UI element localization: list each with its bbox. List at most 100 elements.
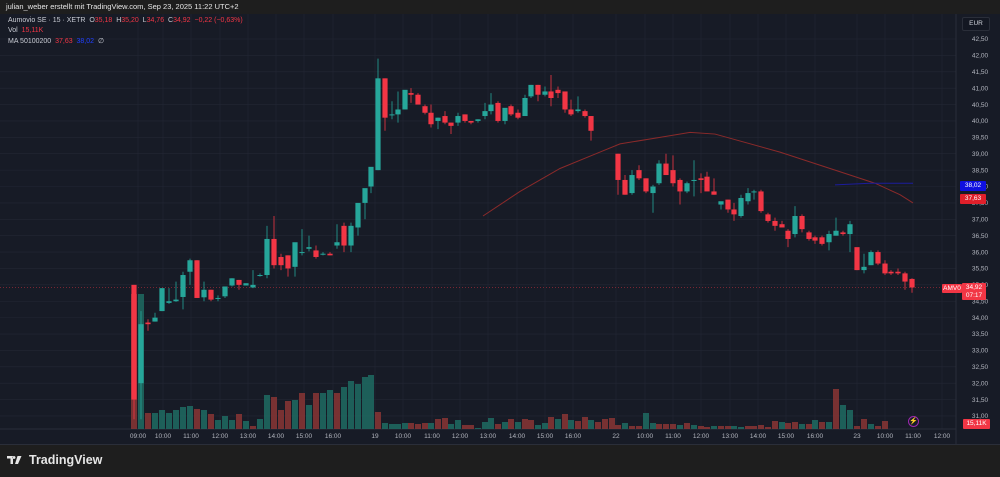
candle-body	[868, 252, 874, 266]
time-tick-label: 11:00	[905, 433, 921, 440]
time-tick-label: 16:00	[565, 433, 582, 440]
candle-body	[362, 188, 368, 203]
last-price-tag: 34,92 07:17	[962, 283, 986, 300]
volume-bar	[382, 423, 388, 429]
volume-bar	[362, 377, 368, 429]
price-tick-label: 40,00	[972, 118, 989, 125]
candle-body	[382, 78, 388, 118]
candle-body	[278, 256, 284, 266]
volume-bar	[745, 426, 751, 429]
time-tick-label: 23	[853, 433, 861, 440]
candle-body	[475, 119, 481, 121]
time-tick-label: 12:00	[693, 433, 710, 440]
ma200-price-tag: 38,02	[960, 181, 986, 191]
symbol-tag: AMV0	[942, 284, 962, 293]
volume-bar	[595, 422, 601, 429]
candle-body	[731, 209, 737, 215]
tradingview-logo[interactable]: TradingView	[7, 453, 102, 467]
volume-bar	[180, 407, 186, 429]
candle-body	[562, 91, 568, 110]
candle-body	[765, 214, 771, 221]
volume-bar	[792, 422, 798, 429]
volume-bar	[515, 422, 521, 429]
candle-body	[718, 201, 724, 205]
candle-body	[236, 279, 242, 285]
volume-bar	[187, 406, 193, 429]
candle-body	[847, 224, 853, 235]
high-value: 35,20	[121, 17, 139, 24]
time-tick-label: 13:00	[722, 433, 739, 440]
price-tick-label: 36,50	[972, 233, 989, 240]
ma100-value: 37,63	[55, 38, 73, 45]
candle-body	[677, 179, 683, 192]
price-tick-label: 31,50	[972, 397, 989, 404]
price-tick-label: 31,00	[972, 413, 989, 420]
close-value: 34,92	[173, 17, 191, 24]
volume-bar	[779, 422, 785, 429]
volume-legend[interactable]: Vol 15,11K	[8, 27, 43, 34]
candle-body	[819, 237, 825, 244]
chart-canvas[interactable]: 42,50 42,00 41,50 41,00 40,50 40,00 39,50 39,00…	[0, 14, 1000, 444]
candle-body	[389, 114, 395, 116]
volume-bar	[468, 425, 474, 429]
price-tick-label: 42,50	[972, 36, 989, 43]
volume-bar	[833, 389, 839, 429]
lightning-icon[interactable]: ⚡	[908, 416, 919, 427]
price-tick-label: 41,50	[972, 69, 989, 76]
volume-bar	[582, 417, 588, 429]
candle-body	[299, 252, 305, 254]
volume-bar	[622, 423, 628, 429]
candle-body	[138, 324, 144, 384]
candle-body	[909, 278, 915, 288]
ma-legend[interactable]: MA 50100200 37,63 38,02 ∅	[8, 37, 104, 45]
candle-body	[528, 84, 534, 97]
candle-body	[264, 238, 270, 276]
candle-body	[542, 91, 548, 95]
volume-bar	[229, 420, 235, 429]
price-tick-label: 40,50	[972, 102, 989, 109]
volume-bar	[415, 424, 421, 429]
volume-bar	[826, 422, 832, 429]
candle-body	[408, 93, 414, 95]
candle-body	[348, 225, 354, 246]
open-label: O	[89, 17, 95, 24]
candle-body	[229, 278, 235, 286]
time-tick-label: 09:00	[130, 433, 147, 440]
volume-bar	[488, 418, 494, 429]
candle-body	[285, 255, 291, 269]
price-chart[interactable]: 42,50 42,00 41,50 41,00 40,50 40,00 39,50 39,00…	[0, 14, 1000, 445]
candle-body	[243, 283, 249, 286]
volume-bar	[368, 375, 374, 429]
chart-attribution-bar: julian_weber erstellt mit TradingView.co…	[0, 0, 1000, 14]
time-tick-label: 13:00	[240, 433, 257, 440]
change-value: −0,22 (−0,63%)	[194, 17, 243, 24]
volume-bar	[475, 428, 481, 429]
volume-bar	[555, 419, 561, 429]
currency-button[interactable]: EUR	[962, 17, 990, 31]
volume-bar	[615, 425, 621, 429]
price-tick-label: 38,50	[972, 167, 989, 174]
volume-bar	[435, 419, 441, 429]
time-tick-label: 10:00	[877, 433, 894, 440]
volume-bar	[718, 426, 724, 429]
candle-body	[402, 89, 408, 110]
volume-bar	[159, 410, 165, 429]
volume-bar	[236, 414, 242, 429]
volume-bar	[408, 423, 414, 429]
tradingview-logo-icon	[7, 456, 22, 464]
candle-body	[488, 104, 494, 112]
candle-body	[535, 84, 541, 95]
volume-bar	[629, 426, 635, 429]
candle-body	[854, 247, 860, 271]
open-value: 35,18	[94, 17, 113, 24]
volume-bar	[847, 410, 853, 429]
volume-bar	[650, 423, 656, 429]
price-tick-label: 34,00	[972, 315, 989, 322]
vol-label: Vol	[8, 27, 18, 34]
volume-bar	[320, 393, 326, 429]
volume-bar	[341, 387, 347, 429]
candle-body	[435, 117, 441, 121]
candle-body	[515, 112, 521, 118]
symbol-legend[interactable]: Aumovio SE · 15 · XETR O35,18 H35,20 L34…	[8, 17, 243, 24]
candle-body	[320, 253, 326, 255]
